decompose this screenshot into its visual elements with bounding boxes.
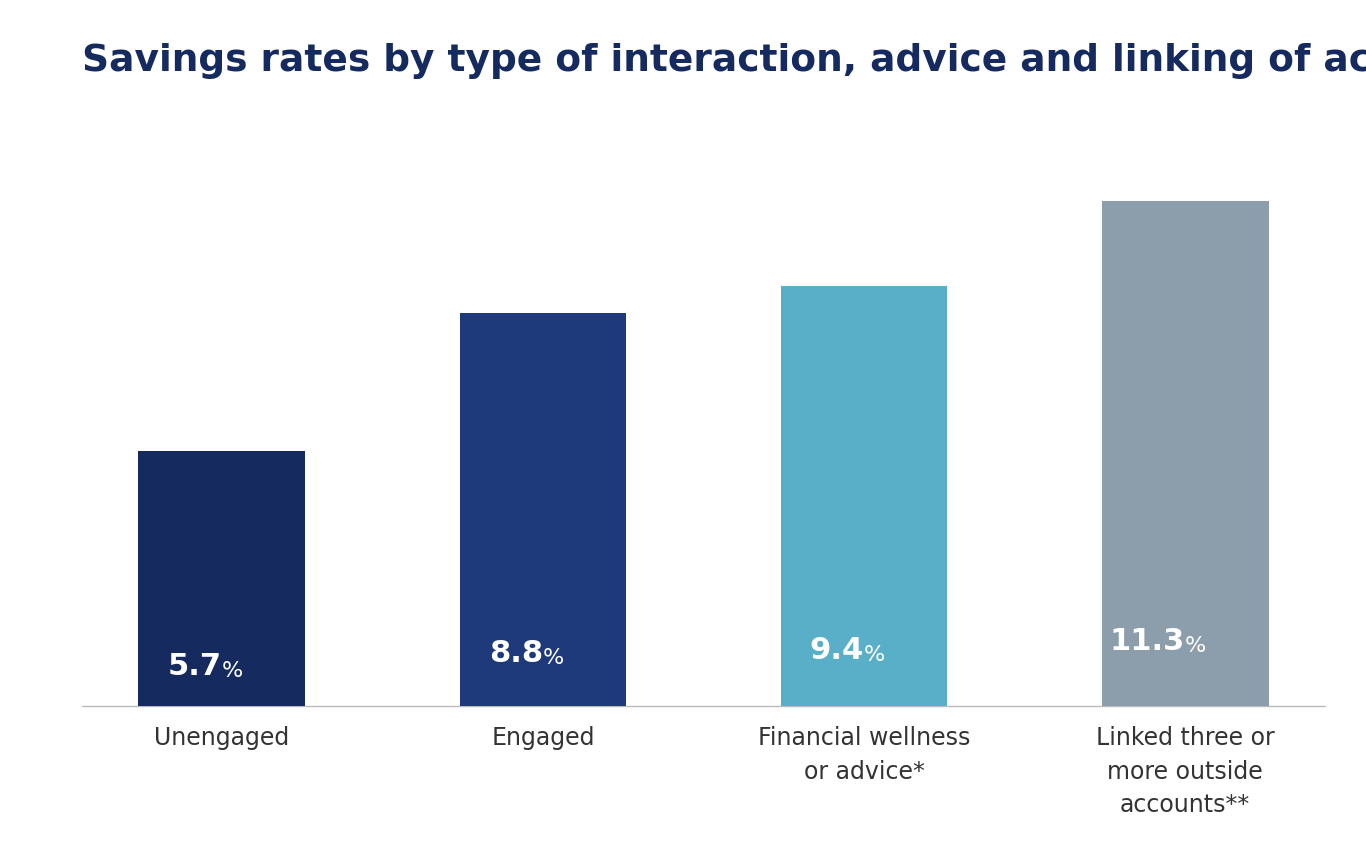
Bar xyxy=(780,287,948,706)
Bar xyxy=(1101,201,1269,706)
Text: 5.7: 5.7 xyxy=(168,652,221,680)
Text: %: % xyxy=(865,644,885,664)
Text: 8.8: 8.8 xyxy=(489,638,542,666)
Bar xyxy=(138,451,306,706)
Text: %: % xyxy=(542,647,564,666)
Text: Savings rates by type of interaction, advice and linking of accounts: Savings rates by type of interaction, ad… xyxy=(82,43,1366,79)
Text: 9.4: 9.4 xyxy=(810,635,865,664)
Text: %: % xyxy=(221,660,243,680)
Text: %: % xyxy=(1186,635,1206,655)
Text: 11.3: 11.3 xyxy=(1109,627,1186,655)
Bar xyxy=(459,313,627,706)
